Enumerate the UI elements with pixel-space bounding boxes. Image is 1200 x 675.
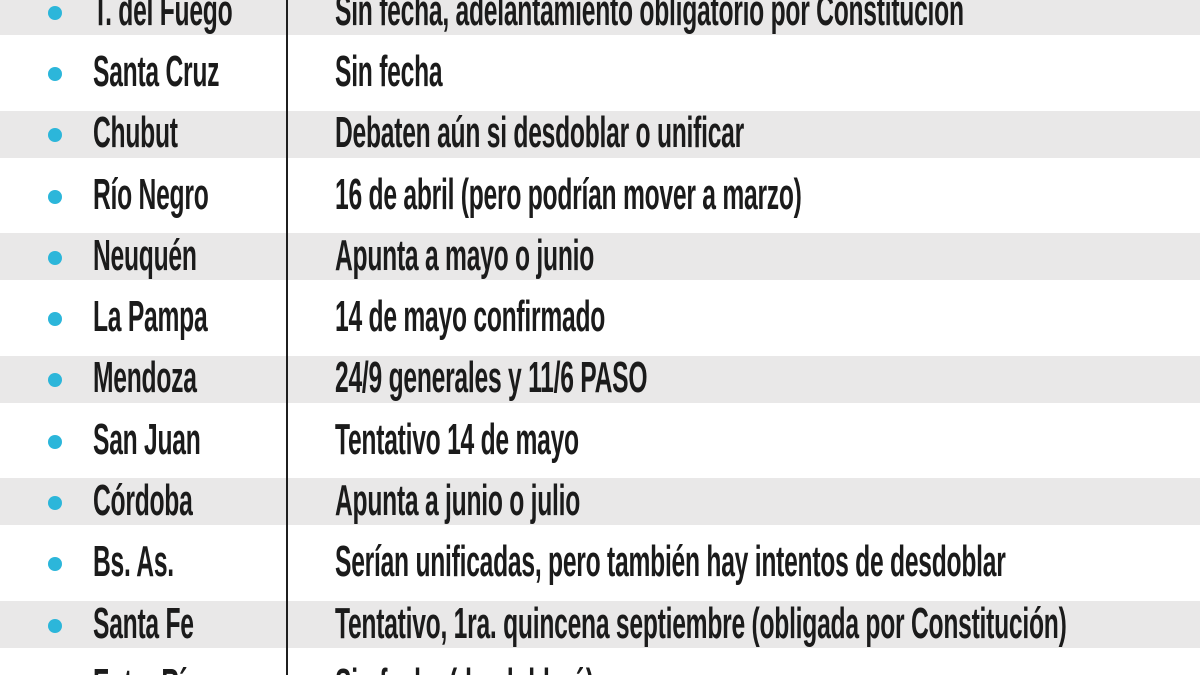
- table-row: San Juan Tentativo 14 de mayo: [0, 410, 1200, 471]
- status-label: Apunta a mayo o junio: [335, 230, 595, 280]
- status-label: Tentativo, 1ra. quincena septiembre (obl…: [335, 598, 1067, 648]
- status-label: Sin fecha, adelantamiento obligatorio po…: [335, 0, 964, 35]
- bullet-icon: [48, 5, 62, 20]
- province-label: La Pampa: [93, 292, 208, 342]
- status-label: Apunta a junio o julio: [335, 476, 581, 526]
- province-label: Bs. As.: [93, 537, 174, 587]
- bullet-icon: [48, 373, 62, 388]
- table-row: Mendoza 24/9 generales y 11/6 PASO: [0, 348, 1200, 411]
- table-row: Córdoba Apunta a junio o julio: [0, 471, 1200, 533]
- status-label: Tentativo 14 de mayo: [335, 414, 579, 464]
- province-label: Chubut: [93, 108, 178, 158]
- bullet-icon: [48, 189, 62, 204]
- province-label: Mendoza: [93, 353, 197, 403]
- status-label: Sin fecha: [335, 47, 443, 97]
- province-label: Neuquén: [93, 230, 197, 280]
- bullet-icon: [48, 128, 62, 143]
- bullet-icon: [48, 618, 62, 633]
- status-label: Sin fecha (desdoblará): [335, 663, 594, 675]
- status-label: Debaten aún si desdoblar o unificar: [335, 108, 744, 158]
- province-label: Córdoba: [93, 476, 193, 526]
- province-label: Santa Cruz: [93, 47, 220, 97]
- table-row: Santa Fe Tentativo, 1ra. quincena septie…: [0, 593, 1200, 656]
- province-label: Santa Fe: [93, 598, 194, 648]
- table-row: Entre Ríos Sin fecha (desdoblará): [0, 655, 1200, 675]
- table-row: Río Negro 16 de abril (pero podrían move…: [0, 165, 1200, 226]
- bullet-icon: [48, 434, 62, 449]
- province-label: Río Negro: [93, 169, 209, 219]
- province-label: Entre Ríos: [93, 663, 214, 675]
- table-row: Chubut Debaten aún si desdoblar o unific…: [0, 103, 1200, 165]
- province-label: T. del Fuego: [93, 0, 233, 35]
- bullet-icon: [48, 312, 62, 327]
- column-divider-line: [285, 0, 288, 675]
- bullet-icon: [48, 250, 62, 265]
- status-label: 16 de abril (pero podrían mover a marzo): [335, 169, 802, 219]
- province-label: San Juan: [93, 414, 201, 464]
- status-label: 24/9 generales y 11/6 PASO: [335, 353, 648, 403]
- bullet-icon: [48, 496, 62, 511]
- table-row: T. del Fuego Sin fecha, adelantamiento o…: [0, 0, 1200, 43]
- table-row: La Pampa 14 de mayo confirmado: [0, 287, 1200, 348]
- status-label: 14 de mayo confirmado: [335, 292, 606, 342]
- bullet-icon: [48, 66, 62, 81]
- table-row: Bs. As. Serían unificadas, pero también …: [0, 533, 1200, 594]
- status-label: Serían unificadas, pero también hay inte…: [335, 537, 1006, 587]
- table-row: Neuquén Apunta a mayo o junio: [0, 226, 1200, 288]
- bullet-icon: [48, 557, 62, 572]
- table-row: Santa Cruz Sin fecha: [0, 42, 1200, 103]
